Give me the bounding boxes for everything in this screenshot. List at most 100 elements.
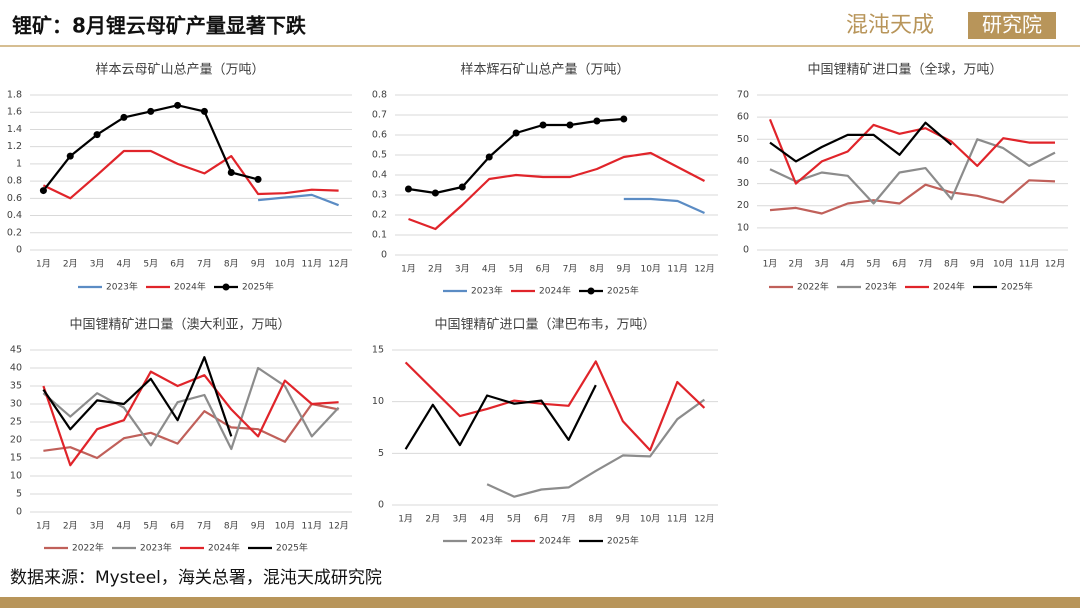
legend-label: 2024年 xyxy=(933,281,965,293)
legend-label: 2025年 xyxy=(276,542,308,554)
y-tick-label: 20 xyxy=(737,200,749,211)
legend-label: 2025年 xyxy=(1001,281,1033,293)
y-tick-label: 0.8 xyxy=(372,90,387,101)
x-tick-label: 9月 xyxy=(616,514,631,525)
x-tick-label: 2月 xyxy=(428,264,443,275)
y-tick-label: 5 xyxy=(16,489,22,500)
x-tick-label: 11月 xyxy=(667,264,687,275)
series-marker xyxy=(200,107,208,115)
y-tick-label: 1 xyxy=(16,158,22,169)
x-tick-label: 7月 xyxy=(563,264,578,275)
x-tick-label: 7月 xyxy=(197,259,212,270)
x-tick-label: 3月 xyxy=(90,521,105,532)
x-tick-label: 2月 xyxy=(789,259,804,270)
x-tick-label: 8月 xyxy=(224,521,239,532)
legend-label: 2025年 xyxy=(607,285,639,297)
series-marker xyxy=(227,169,235,176)
series-line xyxy=(42,370,339,467)
y-tick-label: 0.8 xyxy=(7,176,22,187)
y-tick-label: 30 xyxy=(737,178,749,189)
series-marker xyxy=(458,183,466,191)
x-tick-label: 3月 xyxy=(453,514,468,525)
x-tick-label: 1月 xyxy=(36,521,51,532)
logo-text: 混沌天成 xyxy=(846,13,934,38)
x-tick-label: 5月 xyxy=(509,264,524,275)
y-tick-label: 0.7 xyxy=(372,110,387,121)
y-tick-label: 0 xyxy=(16,507,22,518)
y-tick-label: 1.6 xyxy=(7,107,22,118)
y-tick-label: 1.2 xyxy=(7,141,22,152)
y-tick-label: 10 xyxy=(737,222,749,233)
y-tick-label: 0.6 xyxy=(372,130,387,141)
legend-label: 2024年 xyxy=(539,285,571,297)
x-tick-label: 10月 xyxy=(275,521,295,532)
x-tick-label: 12月 xyxy=(1045,259,1065,270)
x-tick-label: 10月 xyxy=(640,514,660,525)
chart: 样本云母矿山总产量（万吨） 0 0.2 0.4 0.6 0.8 1 1.2 1.4 1.6 1.8 1… xyxy=(7,63,352,293)
x-tick-label: 3月 xyxy=(455,264,470,275)
series-marker xyxy=(174,101,182,109)
x-tick-label: 4月 xyxy=(840,259,855,270)
series-marker xyxy=(431,189,439,197)
x-tick-label: 9月 xyxy=(970,259,985,270)
y-tick-label: 0 xyxy=(16,245,22,256)
series-marker xyxy=(66,152,74,160)
x-tick-label: 12月 xyxy=(694,514,714,525)
legend-label: 2024年 xyxy=(208,542,240,554)
x-tick-label: 4月 xyxy=(117,259,132,270)
legend-label: 2023年 xyxy=(471,285,503,297)
chart-title: 样本辉石矿山总产量（万吨） xyxy=(460,63,629,78)
y-tick-label: 5 xyxy=(378,448,384,459)
series-marker xyxy=(620,115,628,123)
y-tick-label: 0.2 xyxy=(372,210,387,221)
series-marker xyxy=(120,113,128,121)
x-tick-label: 6月 xyxy=(170,259,185,270)
legend-label: 2023年 xyxy=(106,281,138,293)
x-tick-label: 3月 xyxy=(90,259,105,270)
y-tick-label: 0 xyxy=(381,250,387,261)
series-marker xyxy=(254,175,262,183)
x-tick-label: 5月 xyxy=(507,514,522,525)
series-marker xyxy=(404,185,412,193)
series-line xyxy=(769,138,1056,205)
x-tick-label: 11月 xyxy=(667,514,687,525)
x-tick-label: 11月 xyxy=(302,259,322,270)
y-tick-label: 0 xyxy=(743,245,749,256)
y-tick-label: 60 xyxy=(737,112,749,123)
y-tick-label: 1.4 xyxy=(7,124,22,135)
footer-bar xyxy=(0,597,1080,608)
series-line xyxy=(768,118,1055,185)
y-tick-label: 0.6 xyxy=(7,193,22,204)
legend-label: 2023年 xyxy=(865,281,897,293)
y-tick-label: 40 xyxy=(10,363,22,374)
series-line xyxy=(42,366,340,451)
series-marker xyxy=(93,131,101,139)
y-tick-label: 35 xyxy=(10,381,22,392)
x-tick-label: 11月 xyxy=(302,521,322,532)
x-tick-label: 8月 xyxy=(224,259,239,270)
x-tick-label: 5月 xyxy=(866,259,881,270)
x-tick-label: 5月 xyxy=(143,521,158,532)
x-tick-label: 8月 xyxy=(944,259,959,270)
y-tick-label: 10 xyxy=(372,396,384,407)
y-tick-label: 10 xyxy=(10,471,22,482)
y-tick-label: 0.4 xyxy=(7,210,22,221)
y-tick-label: 45 xyxy=(10,345,22,356)
chart: 样本辉石矿山总产量（万吨） 0 0.1 0.2 0.3 0.4 0.5 0.6 0.7 0.8 1月… xyxy=(372,63,718,297)
x-tick-label: 11月 xyxy=(1019,259,1039,270)
x-tick-label: 5月 xyxy=(143,259,158,270)
y-tick-label: 0.2 xyxy=(7,227,22,238)
legend-label: 2022年 xyxy=(797,281,829,293)
legend-marker xyxy=(222,283,230,291)
chart-title: 中国锂精矿进口量（澳大利亚，万吨） xyxy=(69,317,290,333)
x-tick-label: 12月 xyxy=(328,521,348,532)
y-tick-label: 20 xyxy=(10,435,22,446)
y-tick-label: 30 xyxy=(10,399,22,410)
y-tick-label: 15 xyxy=(10,453,22,464)
x-tick-label: 1月 xyxy=(36,259,51,270)
series-marker xyxy=(566,121,574,129)
series-marker xyxy=(539,121,547,129)
series-line xyxy=(43,402,339,460)
y-tick-label: 0.1 xyxy=(372,230,387,241)
series-line xyxy=(769,121,953,163)
